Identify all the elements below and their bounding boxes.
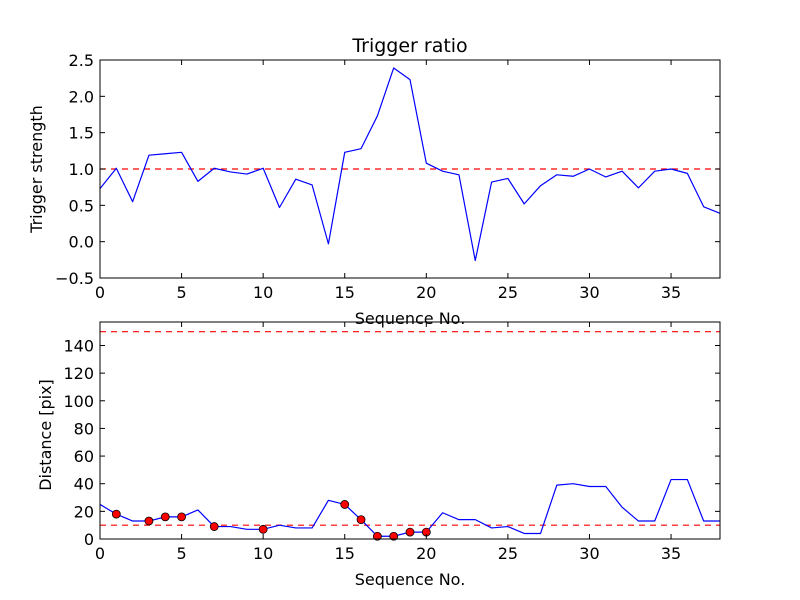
distance-panel: Distance [pix] Sequence No. 0 5 10 15 20 25 30… [36, 321, 721, 589]
bottom-data-marker [405, 527, 415, 537]
bottom-y-tick-label: 0 [84, 530, 94, 549]
bottom-x-axis-label: Sequence No. [355, 570, 466, 589]
bottom-y-axis-label: Distance [pix] [36, 379, 55, 491]
bottom-y-tick-label: 40 [74, 475, 94, 494]
bottom-x-tick-label: 30 [579, 544, 599, 563]
top-series-line-0 [99, 67, 721, 262]
bottom-data-marker [340, 500, 350, 509]
bottom-plot-frame [99, 321, 721, 540]
top-y-axis-label: Trigger strength [27, 105, 46, 234]
bottom-y-tick-label: 80 [74, 419, 94, 438]
top-x-tick-label: 0 [95, 283, 105, 302]
top-y-tick-label: 2.0 [69, 87, 94, 106]
top-chart-title: Trigger ratio [351, 35, 467, 57]
bottom-x-tick-label: 35 [661, 544, 681, 563]
top-x-tick-label: 5 [176, 283, 186, 302]
bottom-data-marker [209, 522, 219, 531]
bottom-x-tick-label: 10 [253, 544, 273, 563]
top-x-tick-label: 30 [579, 283, 599, 302]
top-x-tick-label: 20 [416, 283, 436, 302]
top-x-tick-label: 15 [335, 283, 355, 302]
top-y-tick-label: 2.5 [69, 51, 94, 70]
top-y-tick-label: 1.5 [69, 124, 94, 143]
bottom-x-tick-label: 0 [95, 544, 105, 563]
top-x-tick-label: 10 [253, 283, 273, 302]
bottom-data-marker [258, 524, 268, 534]
bottom-x-tick-label: 20 [416, 544, 436, 563]
bottom-x-tick-label: 5 [176, 544, 186, 563]
bottom-data-marker [111, 509, 121, 519]
bottom-data-marker [177, 512, 186, 522]
bottom-data-marker [356, 515, 366, 525]
bottom-x-tick-label: 25 [498, 544, 518, 563]
bottom-data-marker [389, 531, 399, 541]
top-y-tick-label: −0.5 [55, 269, 94, 288]
bottom-y-tick-label: 100 [63, 392, 94, 411]
top-y-tick-label: 0.0 [69, 233, 94, 252]
trigger-ratio-panel: Trigger ratio Trigger strength Sequence … [27, 35, 721, 328]
bottom-data-marker [160, 512, 170, 522]
bottom-data-marker [372, 531, 382, 541]
bottom-x-tick-label: 15 [335, 544, 355, 563]
bottom-y-tick-label: 20 [74, 502, 94, 521]
top-y-tick-label: 0.5 [69, 196, 94, 215]
bottom-y-tick-label: 140 [63, 336, 94, 355]
bottom-y-tick-label: 60 [74, 447, 94, 466]
top-x-axis-label: Sequence No. [355, 309, 466, 328]
bottom-data-marker [144, 516, 154, 526]
bottom-y-tick-label: 120 [63, 364, 94, 383]
top-x-tick-label: 35 [661, 283, 681, 302]
top-x-tick-label: 25 [498, 283, 518, 302]
top-y-tick-label: 1.0 [69, 160, 94, 179]
